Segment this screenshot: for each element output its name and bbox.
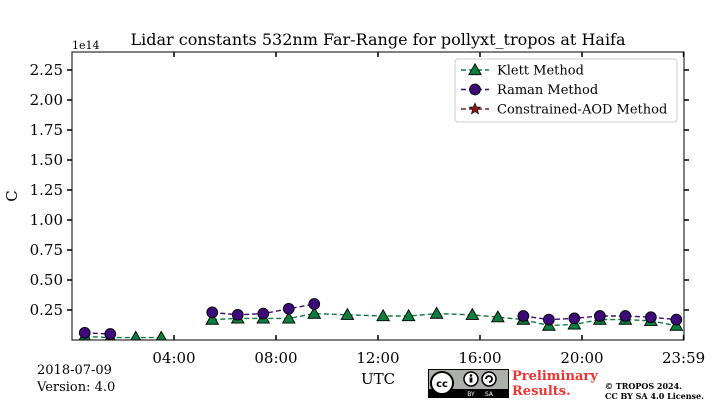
legend-marker-raman-method <box>469 83 481 96</box>
x-tick-label: 23:59 <box>662 349 705 367</box>
y-tick-label: 1.75 <box>30 121 63 139</box>
x-tick-label: 20:00 <box>560 349 603 367</box>
klett-method-point <box>429 306 444 319</box>
raman-method-point <box>670 313 683 326</box>
x-tick-label: 16:00 <box>458 349 501 367</box>
cc-by-sa-license-logo: cc BY SA <box>428 369 509 398</box>
raman-method-point <box>542 313 555 326</box>
klett-method-point <box>401 308 416 322</box>
raman-method-point <box>206 306 219 319</box>
y-tick-label: 2.25 <box>30 61 63 79</box>
klett-method-point <box>376 308 391 322</box>
axis-ticks: 04:00 08:00 12:00 16:00 20:00 23:59 0.25 0.50 0.… <box>30 52 705 367</box>
klett-method-point <box>340 307 355 320</box>
y-tick-label: 0.25 <box>30 301 63 319</box>
raman-method-point <box>231 308 244 321</box>
raman-method-point <box>78 326 91 339</box>
legend: Klett Method Raman Method Constrained-AOD … <box>454 58 678 123</box>
raman-method-point <box>517 310 530 322</box>
y-tick-label: 1.50 <box>30 151 63 169</box>
version-label: Version: 4.0 <box>37 380 116 395</box>
raman-method-point <box>282 302 295 315</box>
x-tick-label: 08:00 <box>254 349 297 367</box>
x-axis-label: UTC <box>361 370 395 388</box>
raman-method-point <box>568 312 581 325</box>
raman-method-series <box>78 298 683 340</box>
results-text: Results. <box>512 384 571 399</box>
legend-label-klett-method: Klett Method <box>497 64 584 79</box>
klett-method-point <box>155 330 167 340</box>
y-tick-label: 1.00 <box>30 211 63 229</box>
y-tick-label: 0.75 <box>30 241 63 259</box>
klett-method-point <box>205 312 220 325</box>
cc-icon-text: cc <box>436 379 448 390</box>
plot-frame <box>71 51 685 341</box>
y-axis-offset-label: 1e14 <box>72 39 100 52</box>
copyright-text: © TROPOS 2024. <box>605 381 682 391</box>
y-tick-label: 0.50 <box>30 271 63 289</box>
y-tick-label: 1.25 <box>30 181 63 199</box>
klett-method-point <box>307 306 322 319</box>
x-tick-label: 12:00 <box>356 349 399 367</box>
legend-marker-constrained-aod-method <box>468 102 482 115</box>
preliminary-results-note: Preliminary Results. <box>512 369 598 399</box>
klett-method-point <box>130 330 142 340</box>
x-tick-label: 04:00 <box>152 349 195 367</box>
chart-title: Lidar constants 532nm Far-Range for poll… <box>130 30 625 49</box>
chart-series <box>78 298 684 340</box>
raman-method-point <box>619 310 632 322</box>
preliminary-text: Preliminary <box>512 369 598 384</box>
legend-label-constrained-aod-method: Constrained-AOD Method <box>497 103 667 118</box>
copyright-notice: © TROPOS 2024. CC BY SA 4.0 License. <box>605 381 704 401</box>
klett-method-point <box>465 307 480 320</box>
klett-method-line <box>84 335 162 339</box>
legend-box <box>454 58 678 123</box>
raman-method-point <box>257 307 270 320</box>
date-label: 2018-07-09 <box>37 363 112 378</box>
cc-by-text: BY <box>467 391 475 398</box>
klett-method-point <box>490 310 505 323</box>
legend-marker-klett-method <box>468 62 482 76</box>
license-text: CC BY SA 4.0 License. <box>605 391 704 401</box>
klett-method-point <box>281 311 296 324</box>
raman-method-point <box>104 328 117 340</box>
raman-method-point <box>308 298 321 310</box>
raman-method-point <box>593 310 606 322</box>
raman-method-point <box>644 311 657 324</box>
y-axis-label: C <box>3 190 21 201</box>
y-tick-label: 2.00 <box>30 91 63 109</box>
klett-method-series <box>78 306 684 340</box>
legend-label-raman-method: Raman Method <box>497 83 598 98</box>
cc-sa-text: SA <box>485 391 494 398</box>
